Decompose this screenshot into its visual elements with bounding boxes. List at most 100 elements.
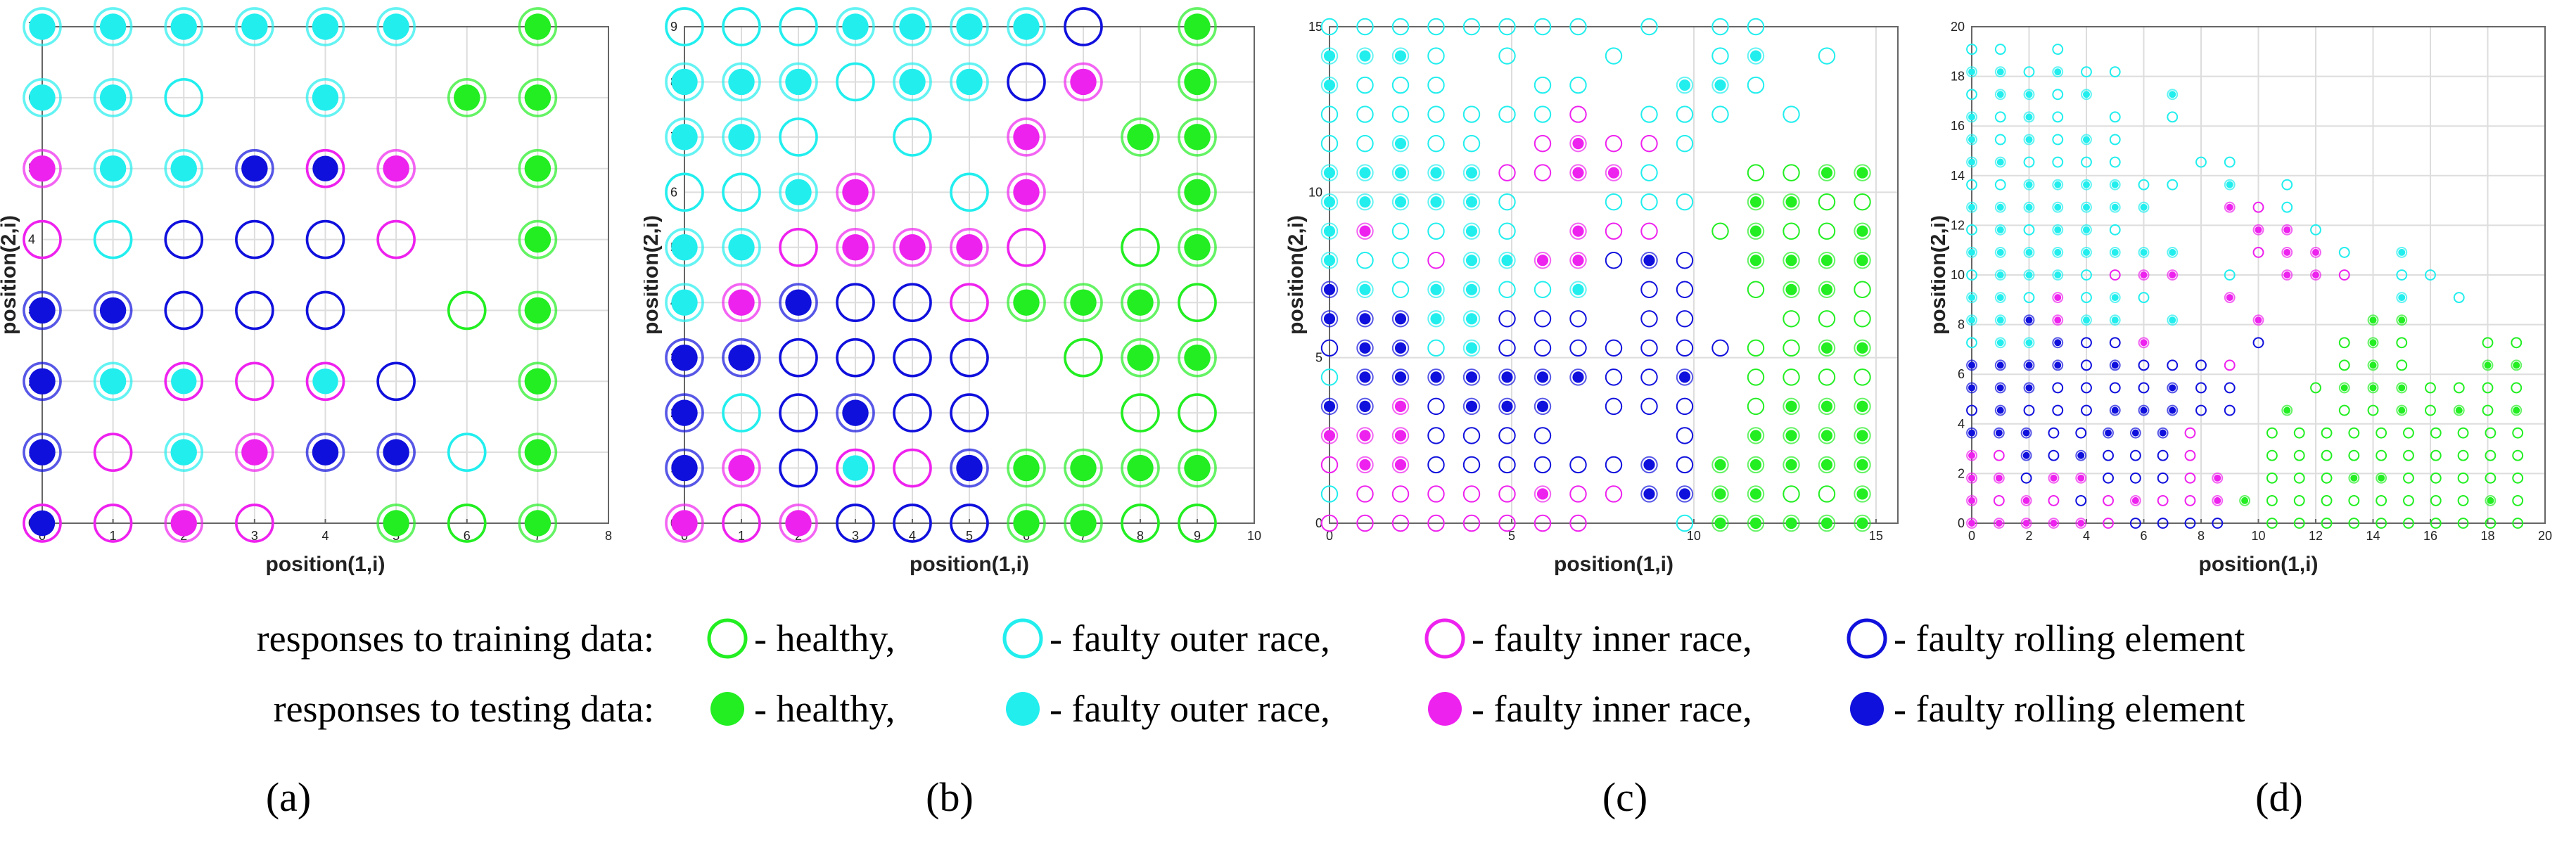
- marker-faulty_outer_race-training: [1391, 193, 1410, 211]
- marker-faulty_outer_race-training: [950, 62, 989, 102]
- marker-faulty_outer_race-training: [2109, 246, 2121, 258]
- marker-healthy-training: [2403, 427, 2414, 439]
- marker-faulty_rolling_element-testing: [99, 297, 127, 324]
- marker-healthy-training: [1818, 164, 1836, 181]
- marker-faulty_rolling_element-testing: [312, 155, 338, 181]
- marker-faulty_outer_race-testing: [1678, 79, 1691, 91]
- marker-healthy-training: [2266, 518, 2278, 529]
- marker-healthy-training: [2430, 494, 2442, 506]
- marker-faulty_inner_race-testing: [956, 234, 983, 261]
- marker-faulty_outer_race-training: [1640, 164, 1658, 181]
- marker-faulty_inner_race-testing: [2312, 248, 2319, 256]
- marker-faulty_rolling_element-training: [235, 148, 274, 188]
- marker-faulty_inner_race-testing: [1070, 68, 1097, 96]
- marker-faulty_inner_race-training: [1569, 252, 1587, 269]
- marker-faulty_inner_race-training: [1993, 449, 2005, 461]
- marker-faulty_outer_race-training: [950, 7, 989, 46]
- marker-healthy-training: [2425, 382, 2436, 394]
- marker-faulty_inner_race-training: [305, 148, 345, 188]
- marker-faulty_outer_race-training: [1356, 47, 1374, 65]
- legend-faulty_outer_race-training-text: - faulty outer race,: [1050, 617, 1330, 660]
- marker-faulty_inner_race-testing: [2022, 520, 2030, 527]
- marker-faulty_rolling_element-training: [1498, 427, 1516, 444]
- marker-faulty_rolling_element-testing: [1359, 371, 1371, 383]
- marker-healthy-training: [1818, 281, 1836, 298]
- marker-healthy-training: [1854, 310, 1871, 328]
- marker-healthy-testing: [524, 439, 551, 466]
- marker-faulty_outer_race-testing: [383, 13, 409, 40]
- marker-faulty_inner_race-training: [1391, 456, 1410, 474]
- marker-faulty_inner_race-training: [2184, 427, 2196, 439]
- marker-faulty_outer_race-training: [1356, 134, 1374, 153]
- marker-faulty_outer_race-testing: [2083, 136, 2090, 143]
- marker-healthy-training: [2485, 427, 2497, 439]
- x-tick-label: 1: [738, 529, 745, 543]
- marker-faulty_outer_race-training: [2396, 292, 2408, 304]
- marker-healthy-testing: [1856, 400, 1868, 412]
- marker-faulty_outer_race-training: [665, 283, 704, 323]
- marker-faulty_rolling_element-testing: [1995, 429, 2003, 437]
- marker-faulty_rolling_element-training: [2023, 359, 2035, 371]
- marker-faulty_outer_race-training: [1462, 164, 1481, 181]
- marker-healthy-training: [1783, 281, 1800, 298]
- marker-faulty_inner_race-training: [2338, 269, 2350, 281]
- marker-faulty_rolling_element-testing: [1359, 313, 1371, 325]
- marker-faulty_rolling_element-training: [2157, 472, 2169, 484]
- marker-faulty_inner_race-testing: [170, 510, 197, 537]
- marker-faulty_rolling_element-training: [1498, 339, 1516, 357]
- marker-faulty_rolling_element-training: [2103, 427, 2114, 439]
- marker-faulty_rolling_element-training: [1569, 339, 1587, 357]
- marker-healthy-training: [1747, 281, 1765, 298]
- marker-faulty_rolling_element-testing: [2025, 384, 2033, 392]
- marker-faulty_outer_race-training: [2023, 269, 2035, 281]
- marker-faulty_outer_race-training: [1747, 47, 1765, 65]
- marker-healthy-training: [2396, 404, 2408, 416]
- scatter-plot-b: 0123456789100123456789position(1,i)posit…: [644, 7, 1261, 576]
- marker-faulty_rolling_element-training: [779, 393, 818, 432]
- marker-faulty_outer_race-training: [93, 78, 133, 117]
- marker-healthy-training: [1747, 456, 1765, 474]
- marker-healthy-testing: [1856, 255, 1868, 267]
- marker-faulty_outer_race-testing: [312, 368, 338, 395]
- marker-faulty_outer_race-testing: [1430, 283, 1442, 295]
- marker-healthy-training: [2485, 518, 2497, 529]
- marker-healthy-testing: [524, 297, 551, 324]
- marker-healthy-training: [2396, 337, 2408, 349]
- marker-faulty_outer_race-training: [2052, 44, 2064, 56]
- marker-healthy-training: [2482, 382, 2494, 394]
- y-tick-label: 14: [1951, 169, 1965, 183]
- marker-faulty_rolling_element-training: [1391, 310, 1410, 328]
- marker-faulty_rolling_element-training: [2103, 472, 2114, 484]
- marker-faulty_rolling_element-training: [1676, 427, 1694, 444]
- marker-healthy-training: [2338, 337, 2350, 349]
- marker-faulty_outer_race-training: [1427, 134, 1445, 153]
- marker-faulty_outer_race-training: [1994, 292, 2006, 304]
- marker-faulty_rolling_element-training: [1640, 397, 1658, 416]
- marker-healthy-training: [1783, 368, 1800, 386]
- marker-faulty_outer_race-training: [1498, 252, 1516, 269]
- marker-faulty_rolling_element-training: [1007, 62, 1046, 102]
- marker-faulty_inner_race-training: [1498, 514, 1516, 532]
- marker-healthy-training: [2403, 494, 2414, 506]
- marker-faulty_outer_race-training: [1320, 485, 1339, 503]
- marker-faulty_rolling_element-training: [1534, 310, 1552, 328]
- marker-faulty_inner_race-training: [1320, 427, 1339, 444]
- marker-faulty_outer_race-training: [2167, 111, 2179, 123]
- marker-faulty_inner_race-training: [2252, 314, 2264, 326]
- marker-faulty_outer_race-testing: [1968, 158, 1975, 166]
- x-tick-label: 8: [605, 529, 612, 543]
- marker-faulty_inner_race-training: [1498, 164, 1516, 181]
- marker-faulty_rolling_element-training: [1498, 397, 1516, 416]
- panel-d: 0 2 4 6 8 10 12 14 16 18 20 0 2 4 6 8 10 12 14 16 18 20 positi…: [1931, 0, 2576, 605]
- marker-faulty_outer_race-training: [1534, 18, 1552, 36]
- marker-healthy-testing: [1785, 458, 1797, 471]
- marker-faulty_outer_race-testing: [1465, 313, 1478, 325]
- marker-faulty_outer_race-training: [1640, 18, 1658, 36]
- marker-healthy-training: [1178, 172, 1217, 212]
- marker-faulty_inner_race-testing: [2214, 496, 2221, 504]
- marker-healthy-training: [2321, 427, 2333, 439]
- marker-healthy-training: [2512, 472, 2524, 484]
- marker-healthy-training: [1818, 222, 1836, 240]
- marker-faulty_outer_race-testing: [1430, 196, 1442, 208]
- marker-healthy-training: [2266, 449, 2278, 461]
